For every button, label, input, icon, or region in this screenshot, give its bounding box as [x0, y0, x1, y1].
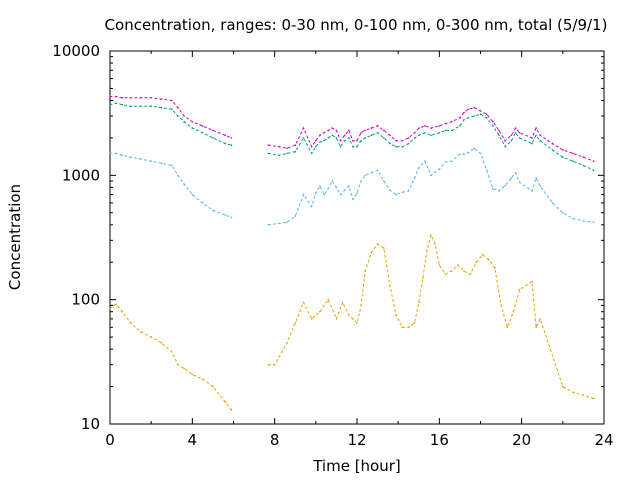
chart-title: Concentration, ranges: 0-30 nm, 0-100 nm… [105, 16, 608, 34]
series-point [310, 318, 313, 320]
series-point [286, 147, 288, 150]
y-axis-label: Concentration [6, 184, 24, 290]
axis-ticks [109, 50, 605, 425]
series-point [492, 187, 494, 190]
series-line [268, 147, 595, 226]
series-point [315, 145, 317, 148]
series-point [473, 147, 476, 150]
series-0 [109, 233, 595, 411]
series-point [438, 125, 441, 127]
series-point [212, 137, 214, 139]
series-line [268, 107, 595, 162]
series-point [444, 129, 447, 132]
x-tick-label: 4 [188, 431, 198, 449]
series-2 [109, 102, 595, 171]
series-line [268, 233, 595, 400]
series-point [356, 192, 358, 194]
series-point [562, 212, 564, 214]
series-point [551, 202, 554, 204]
series-line [268, 113, 595, 171]
series-point [430, 134, 432, 137]
series-point [230, 144, 233, 146]
series-point [531, 142, 533, 145]
x-tick-label: 20 [512, 431, 531, 449]
series-point [518, 132, 521, 134]
series-point [413, 322, 416, 324]
series-point [535, 177, 537, 179]
series-point [510, 134, 513, 137]
series-point [323, 193, 325, 196]
series-point [485, 113, 488, 115]
series-point [294, 215, 297, 217]
series-point [422, 277, 424, 279]
y-tick-label: 10000 [52, 42, 100, 60]
x-tick-label: 0 [105, 431, 115, 449]
series-point [230, 137, 233, 139]
series-point [418, 301, 420, 304]
x-axis-label: Time [hour] [312, 457, 401, 475]
series-1 [109, 147, 595, 226]
series-3 [109, 95, 595, 162]
series-point [286, 221, 288, 223]
series-line [109, 96, 232, 139]
series-point [535, 326, 537, 329]
series-point [364, 129, 367, 132]
series-point [183, 367, 185, 370]
series-point [424, 125, 426, 127]
x-tick-label: 16 [430, 431, 449, 449]
series-point [514, 132, 517, 134]
series-point [160, 342, 163, 344]
y-tick-label: 100 [71, 291, 100, 309]
x-tick-labels: 0 4 8 12 16 20 24 [105, 431, 613, 449]
series-point [286, 152, 288, 155]
series-point [572, 160, 574, 162]
series-point [327, 298, 330, 301]
series-point [339, 145, 342, 148]
series-point [171, 164, 173, 167]
series-point [201, 125, 204, 127]
series-point [191, 193, 194, 196]
series-point [504, 184, 507, 187]
series-line [109, 152, 232, 218]
x-tick-label: 12 [347, 431, 366, 449]
series-point [224, 214, 227, 216]
series-point [230, 216, 233, 219]
series-point [383, 137, 385, 139]
series-point [319, 185, 321, 187]
y-tick-labels: 10 100 1000 10000 [52, 42, 100, 433]
series-line [109, 303, 232, 411]
x-tick-label: 8 [270, 431, 280, 449]
series-line [109, 102, 232, 146]
series-point [191, 373, 194, 376]
series-point [302, 137, 305, 139]
series-point [572, 152, 574, 155]
x-tick-label: 24 [594, 431, 613, 449]
y-tick-label: 10 [81, 415, 100, 433]
series-point [407, 137, 410, 139]
series-point [438, 264, 441, 266]
y-tick-label: 1000 [62, 166, 100, 184]
series-point [498, 129, 500, 132]
series-point [364, 174, 367, 177]
series-point [506, 326, 509, 329]
series-point [395, 145, 397, 148]
series-point [360, 132, 362, 134]
series-point [510, 177, 513, 179]
series-point [370, 134, 373, 137]
series-layer [109, 95, 595, 411]
